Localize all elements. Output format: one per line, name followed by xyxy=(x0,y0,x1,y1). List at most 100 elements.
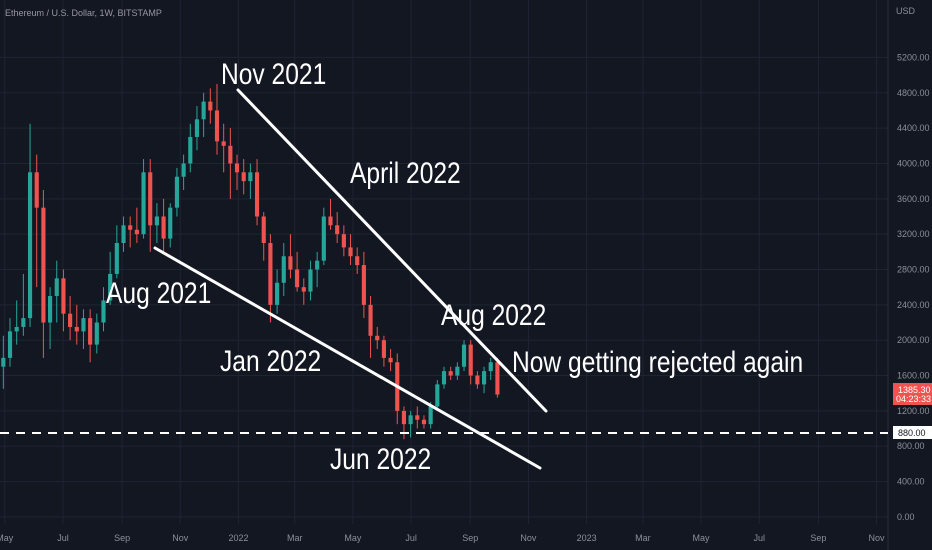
candle-body xyxy=(54,278,59,297)
candle xyxy=(375,326,380,350)
candle xyxy=(301,278,306,305)
candle xyxy=(381,335,386,367)
candle xyxy=(361,251,366,319)
candle-body xyxy=(161,216,166,239)
candle xyxy=(315,251,320,288)
candle-body xyxy=(275,282,280,305)
candle-body xyxy=(34,172,39,208)
candle-body xyxy=(27,172,33,319)
candle-body xyxy=(475,375,480,385)
candle xyxy=(448,366,453,380)
candle-body xyxy=(108,273,113,301)
candle-body xyxy=(448,371,453,376)
y-tick-label: 800.00 xyxy=(897,441,925,451)
candle xyxy=(275,269,280,314)
x-tick-label: May xyxy=(0,533,14,543)
candle-body xyxy=(114,243,119,274)
candle-body xyxy=(308,269,313,292)
candle-body xyxy=(1,357,6,367)
candle-body xyxy=(194,119,200,137)
candle xyxy=(208,88,213,124)
x-tick-label: Jul xyxy=(753,533,765,543)
candle xyxy=(221,123,226,173)
grid xyxy=(0,0,888,524)
candle-body xyxy=(295,269,300,288)
x-tick-label: Nov xyxy=(172,533,189,543)
support-price-tag: 880.00 xyxy=(893,426,932,439)
candle xyxy=(121,216,126,252)
candle xyxy=(188,123,193,173)
y-tick-label: 1200.00 xyxy=(897,406,930,416)
x-tick-label: Mar xyxy=(287,533,303,543)
candle-body xyxy=(288,256,293,270)
candle-body xyxy=(268,243,273,305)
candle xyxy=(308,260,313,301)
candle-body xyxy=(461,344,467,367)
candle xyxy=(228,128,233,199)
candle-body xyxy=(421,419,427,425)
candle xyxy=(475,371,480,389)
candle-body xyxy=(221,141,226,146)
annotation-rejected: Now getting rejected again xyxy=(512,345,803,379)
x-tick-label: Jul xyxy=(57,533,69,543)
candle-body xyxy=(401,410,407,425)
y-tick-label: 3200.00 xyxy=(897,229,930,239)
candle xyxy=(328,198,333,230)
candle xyxy=(234,154,240,190)
candle xyxy=(288,234,293,279)
x-tick-label: May xyxy=(693,533,711,543)
candle-body xyxy=(315,260,320,270)
candle-body xyxy=(81,318,86,332)
candles xyxy=(1,83,500,440)
candle-body xyxy=(208,101,213,111)
annotation-jun-2022: Jun 2022 xyxy=(330,442,431,476)
candle-body xyxy=(468,344,473,376)
candle xyxy=(481,366,487,394)
candle xyxy=(27,123,33,327)
y-tick-label: 1600.00 xyxy=(897,371,930,381)
annotation-aug-2021: Aug 2021 xyxy=(106,276,211,310)
candle-body xyxy=(488,362,493,372)
y-tick-label: 2400.00 xyxy=(897,300,930,310)
candle-body xyxy=(388,357,393,363)
y-tick-label: 5200.00 xyxy=(897,52,930,62)
candle xyxy=(268,234,273,323)
y-tick-label: 4000.00 xyxy=(897,158,930,168)
candle xyxy=(348,234,353,266)
candle-body xyxy=(375,335,380,341)
candle-body xyxy=(94,322,99,345)
candle xyxy=(421,415,427,429)
candle-body xyxy=(428,406,433,425)
candle xyxy=(488,357,493,380)
candle-body xyxy=(61,278,66,314)
candle xyxy=(108,251,113,305)
y-axis-ticks: 0.00 400.00 800.00 1200.00 1600.00 2000.00 240… xyxy=(897,52,930,521)
candle-body xyxy=(341,234,346,248)
candle xyxy=(254,159,260,226)
candle xyxy=(134,207,139,244)
candle-body xyxy=(455,366,460,376)
candle-body xyxy=(415,415,420,420)
candle-body xyxy=(121,225,126,244)
candle xyxy=(161,198,166,252)
price-axis-unit: USD xyxy=(896,6,916,16)
candle-body xyxy=(101,300,106,323)
candle-body xyxy=(181,163,186,177)
y-tick-label: 2000.00 xyxy=(897,335,930,345)
candle xyxy=(241,159,246,195)
candle xyxy=(415,406,420,429)
x-tick-label: Sep xyxy=(462,533,478,543)
candle xyxy=(68,296,73,341)
candle-body xyxy=(408,415,413,425)
candle-body xyxy=(495,362,500,395)
candle xyxy=(248,163,253,199)
candle-body xyxy=(435,384,440,407)
candle-body xyxy=(355,256,360,266)
candle xyxy=(1,335,6,389)
candle xyxy=(7,318,13,367)
upper-trendline xyxy=(236,88,548,413)
candle-body xyxy=(14,326,19,332)
candle-body xyxy=(281,256,286,283)
